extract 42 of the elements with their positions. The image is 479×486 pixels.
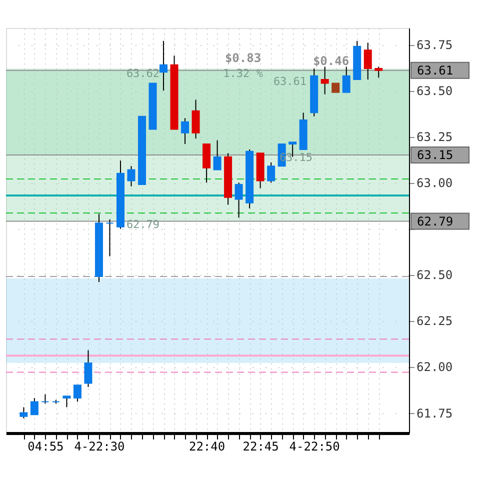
candlestick: [364, 42, 372, 80]
ref-line-label: 63.61: [417, 63, 454, 78]
candlestick: [213, 140, 222, 170]
candlestick: [106, 218, 114, 257]
candlestick: [84, 350, 92, 388]
candlestick: [160, 40, 168, 92]
y-tick-label: 62.00: [416, 360, 453, 374]
x-tick-label: 22:40: [188, 440, 226, 454]
y-tick-label: 62.25: [416, 314, 453, 328]
candlestick: [127, 166, 136, 187]
candlestick: [41, 394, 50, 404]
annotation: 62.79: [126, 218, 160, 231]
y-tick-label: 61.75: [416, 406, 453, 420]
candlestick: [202, 143, 211, 184]
ref-line-label: 62.79: [417, 214, 454, 228]
annotation: 1.32 %: [223, 67, 264, 80]
candlestick: [320, 66, 329, 95]
candlestick: [30, 398, 38, 416]
annotation: $0.46: [312, 54, 350, 68]
candlestick: [73, 384, 82, 402]
annotation: $0.83: [224, 51, 262, 65]
x-tick-label: 04:55: [28, 440, 64, 454]
y-tick-label: 63.50: [416, 84, 453, 98]
x-tick-label: 22:45: [242, 440, 279, 454]
candlestick: [374, 66, 383, 78]
annotation: 63.61: [273, 75, 307, 88]
candlestick: [62, 396, 71, 408]
y-tick-label: 63.75: [416, 38, 453, 52]
annotation: 63.62: [126, 67, 160, 80]
candlestick: [192, 99, 200, 139]
candlestick: [342, 66, 350, 93]
y-tick-label: 62.50: [416, 268, 453, 282]
candlestick: [267, 162, 276, 184]
y-tick-label: 63.00: [416, 176, 453, 190]
x-tick-label: 4-22:30: [74, 440, 125, 454]
candlestick: [20, 406, 28, 419]
candlestick: [234, 182, 243, 218]
x-tick-label: 4-22:50: [289, 440, 340, 454]
ref-line-label: 63.15: [417, 148, 454, 162]
candlestick: [332, 82, 340, 93]
candlestick: [181, 118, 190, 144]
y-tick-label: 63.25: [416, 130, 453, 144]
